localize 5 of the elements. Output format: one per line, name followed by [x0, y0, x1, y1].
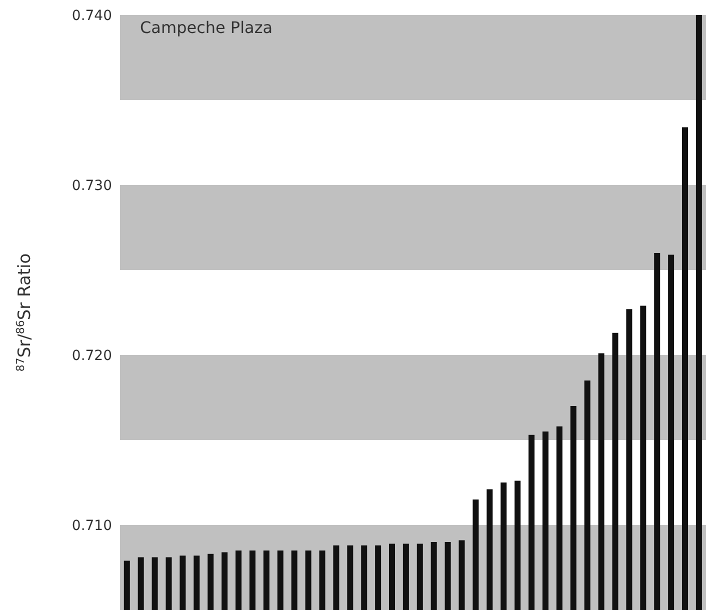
annotation: Campeche Plaza: [140, 18, 273, 37]
y-tick-label: 0.710: [72, 518, 112, 534]
y-tick-label: 0.720: [72, 348, 112, 364]
y-tick-label: 0.730: [72, 178, 112, 194]
y-tick-label: 0.740: [72, 8, 112, 24]
